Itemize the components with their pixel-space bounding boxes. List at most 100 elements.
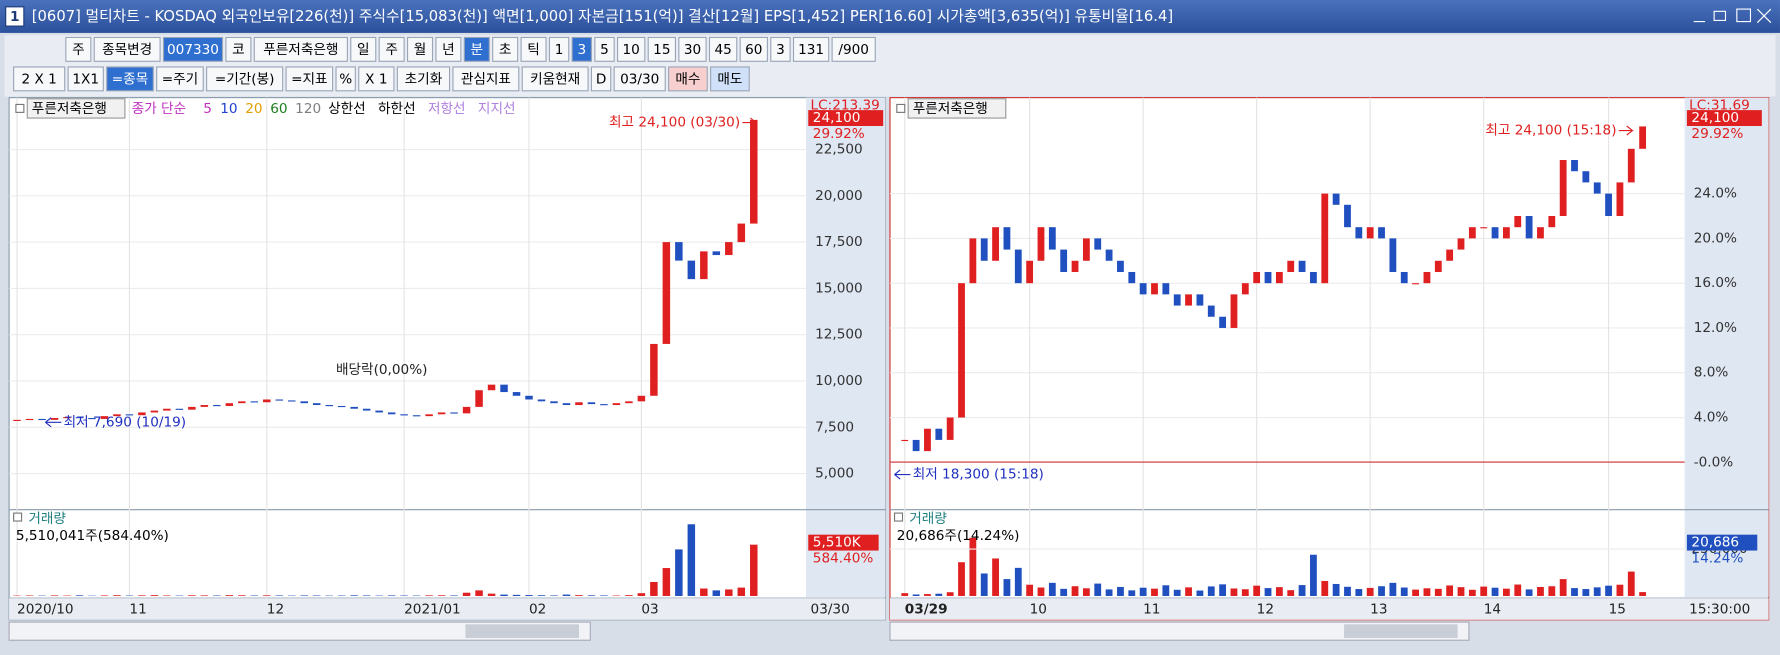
candle: [725, 242, 733, 256]
toolbar-button[interactable]: [335, 66, 356, 92]
volume-bar: [1605, 585, 1612, 596]
toolbar-button[interactable]: [106, 66, 154, 92]
candle: [1128, 271, 1136, 284]
candle: [100, 416, 109, 419]
toolbar-button-label: X 1: [365, 71, 387, 87]
toolbar-button[interactable]: [521, 66, 589, 92]
x-tick-label: 2021/01: [404, 602, 461, 618]
toolbar-button-label: 년: [442, 42, 455, 58]
low-arrow: [45, 417, 62, 428]
toolbar-button[interactable]: [406, 36, 434, 62]
toolbar-button[interactable]: [710, 66, 750, 92]
candle: [75, 417, 84, 419]
candle: [163, 408, 171, 411]
candle: [1593, 182, 1601, 194]
toolbar-button[interactable]: [225, 36, 252, 62]
candle: [712, 251, 721, 256]
candle: [1571, 160, 1578, 172]
toolbar-button[interactable]: [668, 66, 708, 92]
toolbar-button[interactable]: [93, 36, 161, 62]
legend-item: 10: [220, 101, 237, 117]
candle: [901, 439, 909, 442]
toolbar-button-label: 007330: [167, 42, 219, 58]
toolbar-button[interactable]: [156, 66, 204, 92]
toolbar-button[interactable]: [206, 66, 284, 92]
toolbar-button[interactable]: [65, 36, 92, 62]
scroll-thumb[interactable]: [1344, 624, 1458, 638]
scrollbar[interactable]: [889, 621, 1470, 641]
toolbar-button[interactable]: [590, 66, 612, 92]
toolbar-button[interactable]: [613, 66, 666, 92]
toolbar-button[interactable]: [435, 36, 462, 62]
toolbar-button[interactable]: [285, 66, 334, 92]
toolbar-button[interactable]: [396, 66, 451, 92]
toolbar-button[interactable]: [594, 36, 615, 62]
volume-bar: [163, 595, 171, 596]
toolbar-button[interactable]: [162, 36, 224, 62]
candle: [1457, 238, 1465, 250]
toolbar-button[interactable]: [452, 66, 520, 92]
scrollbar[interactable]: [8, 621, 591, 641]
x-tick-label: 14: [1484, 602, 1501, 618]
axis-tag: 24,100: [1691, 110, 1739, 126]
volume-bar: [901, 593, 909, 596]
candle: [188, 406, 196, 410]
axis-tag: 29.92%: [813, 126, 865, 142]
date-axis-bg: [890, 598, 1769, 620]
toolbar-button[interactable]: [616, 36, 646, 62]
volume-bar: [737, 587, 746, 596]
candle: [1003, 227, 1011, 250]
candle: [1378, 227, 1385, 239]
candle: [1582, 171, 1590, 183]
volume-bar: [1400, 587, 1408, 596]
volume-bar: [350, 595, 358, 596]
candle: [337, 405, 346, 408]
toolbar-button-label: 주: [72, 42, 85, 58]
volume-bar: [575, 595, 583, 596]
candle: [1014, 249, 1022, 284]
toolbar-button[interactable]: [13, 66, 66, 92]
candle: [325, 405, 333, 407]
toolbar-button[interactable]: [792, 36, 830, 62]
candle: [662, 242, 671, 344]
volume-bar: [1446, 585, 1454, 596]
candle: [575, 402, 583, 406]
candle: [25, 418, 34, 421]
toolbar-button[interactable]: [378, 36, 405, 62]
toolbar-button[interactable]: [492, 36, 519, 62]
scroll-thumb[interactable]: [465, 624, 579, 638]
toolbar-button-label: =기간(봉): [215, 71, 275, 87]
candle: [1355, 227, 1363, 239]
toolbar-button-label: 15: [653, 42, 670, 58]
volume-tag: 584.40%: [813, 551, 874, 567]
toolbar-button[interactable]: [463, 36, 490, 62]
toolbar-button[interactable]: [647, 36, 677, 62]
axis-tag: LC:31.69: [1689, 98, 1750, 114]
toolbar-button[interactable]: [678, 36, 707, 62]
toolbar-button[interactable]: [831, 36, 876, 62]
candle: [1105, 249, 1113, 261]
toolbar-button[interactable]: [253, 36, 348, 62]
volume-bar: [1082, 588, 1090, 596]
candle: [175, 408, 184, 410]
volume-bar: [1355, 589, 1363, 596]
toolbar-button[interactable]: [548, 36, 570, 62]
candle: [250, 401, 259, 403]
candle: [412, 415, 421, 417]
candle: [462, 406, 471, 414]
toolbar-button[interactable]: [358, 66, 395, 92]
candle: [63, 417, 71, 419]
volume-bar: [1582, 589, 1590, 596]
candle: [1423, 271, 1431, 284]
toolbar-button[interactable]: [770, 36, 791, 62]
toolbar-button[interactable]: [739, 36, 768, 62]
toolbar-button[interactable]: [571, 36, 593, 62]
volume-bar: [712, 590, 721, 596]
candle: [213, 405, 221, 407]
toolbar-button[interactable]: [708, 36, 738, 62]
volume-bar: [1616, 584, 1624, 596]
toolbar-button[interactable]: [350, 36, 377, 62]
toolbar-button[interactable]: [67, 66, 104, 92]
window-controls[interactable]: [1693, 8, 1772, 24]
toolbar-button[interactable]: [520, 36, 547, 62]
